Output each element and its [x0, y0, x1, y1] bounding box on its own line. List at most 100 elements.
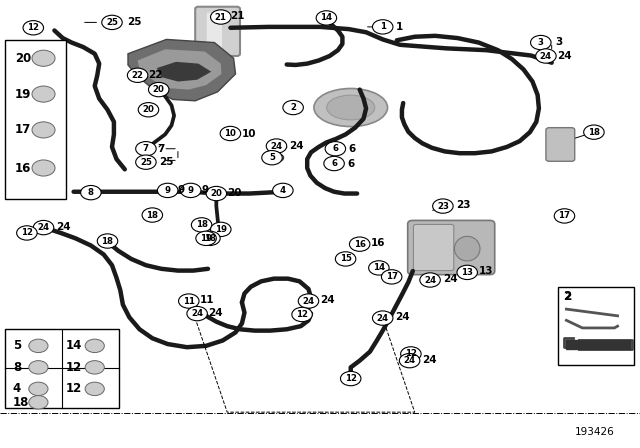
Circle shape — [85, 361, 104, 374]
Circle shape — [420, 273, 440, 287]
Text: 24: 24 — [208, 308, 223, 318]
Text: 14: 14 — [373, 263, 385, 272]
Circle shape — [554, 209, 575, 223]
Text: 15: 15 — [340, 254, 351, 263]
Bar — [566, 340, 630, 349]
Text: 21: 21 — [215, 13, 227, 22]
Circle shape — [200, 231, 220, 246]
Text: 6: 6 — [331, 159, 337, 168]
Circle shape — [86, 189, 97, 196]
Circle shape — [349, 237, 370, 251]
Text: 1: 1 — [380, 22, 386, 31]
Circle shape — [29, 396, 48, 409]
Circle shape — [266, 139, 287, 153]
Ellipse shape — [454, 237, 480, 261]
FancyBboxPatch shape — [207, 13, 222, 50]
Text: 24: 24 — [56, 222, 71, 232]
Circle shape — [142, 208, 163, 222]
Circle shape — [29, 339, 48, 353]
Circle shape — [536, 49, 556, 63]
Text: 6: 6 — [347, 159, 354, 168]
Circle shape — [401, 347, 421, 361]
Circle shape — [148, 82, 169, 97]
Circle shape — [334, 143, 344, 151]
Circle shape — [198, 221, 209, 228]
Text: 20: 20 — [15, 52, 31, 65]
Circle shape — [399, 353, 420, 368]
Circle shape — [85, 382, 104, 396]
Circle shape — [372, 20, 393, 34]
Circle shape — [433, 199, 453, 213]
Text: 2: 2 — [564, 292, 572, 302]
Circle shape — [191, 218, 212, 232]
Text: 24: 24 — [540, 52, 552, 60]
Circle shape — [180, 183, 201, 198]
Text: 12: 12 — [405, 349, 417, 358]
Text: 12: 12 — [66, 382, 82, 396]
Circle shape — [32, 122, 55, 138]
Text: 14: 14 — [66, 339, 83, 353]
Text: 12: 12 — [296, 310, 308, 319]
Text: 12: 12 — [66, 361, 82, 374]
Text: 16: 16 — [371, 238, 386, 248]
Text: 5: 5 — [269, 153, 275, 162]
Text: 25: 25 — [127, 17, 141, 27]
Circle shape — [97, 234, 118, 248]
Ellipse shape — [314, 89, 388, 127]
Circle shape — [32, 160, 55, 176]
Text: 6: 6 — [349, 144, 356, 154]
Circle shape — [457, 265, 477, 280]
Text: 24: 24 — [557, 52, 572, 61]
Text: 12: 12 — [28, 23, 39, 32]
Text: 2: 2 — [290, 103, 296, 112]
Circle shape — [32, 50, 55, 66]
Text: 19: 19 — [215, 225, 227, 234]
Circle shape — [32, 86, 55, 102]
Text: 24: 24 — [404, 356, 415, 365]
Text: 6: 6 — [332, 144, 339, 153]
Circle shape — [187, 188, 197, 195]
Circle shape — [29, 361, 48, 374]
Circle shape — [102, 15, 122, 30]
FancyBboxPatch shape — [195, 7, 240, 56]
Text: 9: 9 — [188, 186, 194, 195]
Text: 24: 24 — [396, 312, 410, 322]
Text: 7: 7 — [157, 144, 164, 154]
Polygon shape — [157, 62, 211, 82]
Text: 3: 3 — [556, 37, 563, 47]
Text: 25: 25 — [140, 158, 152, 167]
Text: 24: 24 — [424, 276, 436, 284]
Text: 20: 20 — [143, 105, 154, 114]
FancyBboxPatch shape — [408, 220, 495, 275]
Text: 8: 8 — [88, 188, 94, 197]
Text: 24: 24 — [191, 309, 203, 318]
Circle shape — [372, 311, 393, 325]
Bar — [5, 40, 66, 199]
Bar — [558, 287, 634, 365]
Text: 193426: 193426 — [575, 427, 614, 437]
Text: 24: 24 — [377, 314, 388, 323]
Text: 4: 4 — [280, 186, 286, 195]
Circle shape — [127, 68, 148, 82]
Circle shape — [148, 211, 159, 219]
Text: 17: 17 — [386, 272, 397, 281]
Circle shape — [325, 142, 346, 156]
Circle shape — [381, 270, 402, 284]
Text: 10: 10 — [242, 129, 257, 138]
Circle shape — [136, 142, 156, 156]
Circle shape — [298, 294, 319, 308]
Text: 12: 12 — [345, 374, 356, 383]
Circle shape — [81, 185, 101, 200]
Circle shape — [324, 156, 344, 171]
Text: 9: 9 — [178, 185, 185, 194]
Text: 1: 1 — [396, 22, 403, 32]
Text: 7: 7 — [143, 144, 149, 153]
Text: 9: 9 — [164, 186, 171, 195]
Text: 17: 17 — [15, 123, 31, 137]
Circle shape — [136, 155, 156, 169]
Text: 22: 22 — [132, 71, 143, 80]
Text: 20: 20 — [227, 188, 242, 198]
Text: 24: 24 — [303, 297, 314, 306]
Circle shape — [157, 183, 178, 198]
Circle shape — [187, 306, 207, 321]
